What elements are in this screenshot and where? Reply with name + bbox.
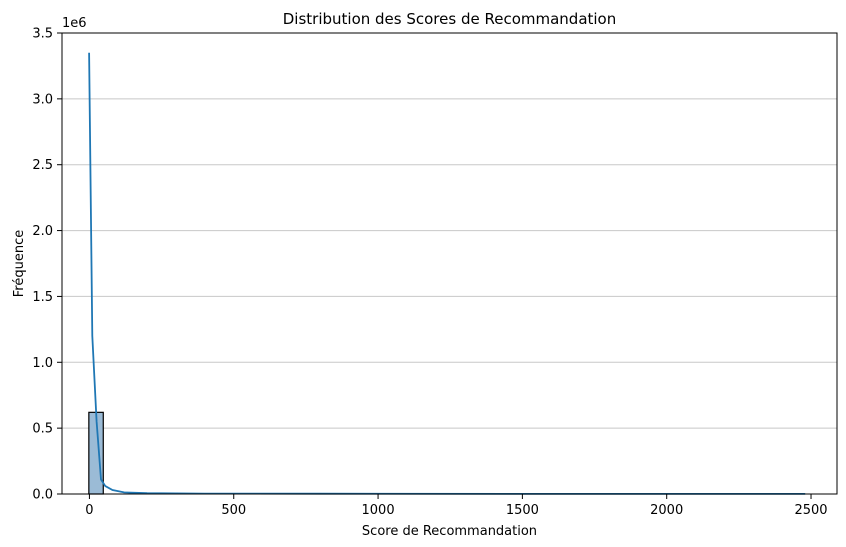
x-tick-label-3: 1500 [506, 503, 539, 518]
y-tick-label-2: 1.0 [32, 356, 53, 371]
x-ticks: 0 500 1000 1500 2000 2500 [85, 494, 828, 518]
y-tick-label-5: 2.5 [32, 158, 53, 173]
y-tick-label-4: 2.0 [32, 224, 53, 239]
x-tick-label-4: 2000 [650, 503, 683, 518]
x-tick-label-2: 1000 [362, 503, 395, 518]
y-axis-label: Fréquence [12, 230, 27, 297]
y-tick-label-7: 3.5 [32, 27, 53, 42]
x-tick-label-1: 500 [221, 503, 246, 518]
y-tick-label-1: 0.5 [32, 422, 53, 437]
grid-layer [62, 32, 837, 429]
y-tick-label-3: 1.5 [32, 290, 53, 305]
plot-frame [61, 32, 838, 495]
y-axis-offset-label: 1e6 [62, 16, 87, 31]
y-tick-label-0: 0.0 [32, 488, 53, 503]
x-axis-label: Score de Recommandation [362, 524, 537, 539]
x-tick-label-5: 2500 [794, 503, 827, 518]
y-ticks: 0.0 0.5 1.0 1.5 2.0 2.5 3.0 3.5 [32, 27, 62, 503]
x-tick-label-0: 0 [85, 503, 93, 518]
chart-title: Distribution des Scores de Recommandatio… [283, 10, 617, 28]
y-tick-label-6: 3.0 [32, 92, 53, 107]
